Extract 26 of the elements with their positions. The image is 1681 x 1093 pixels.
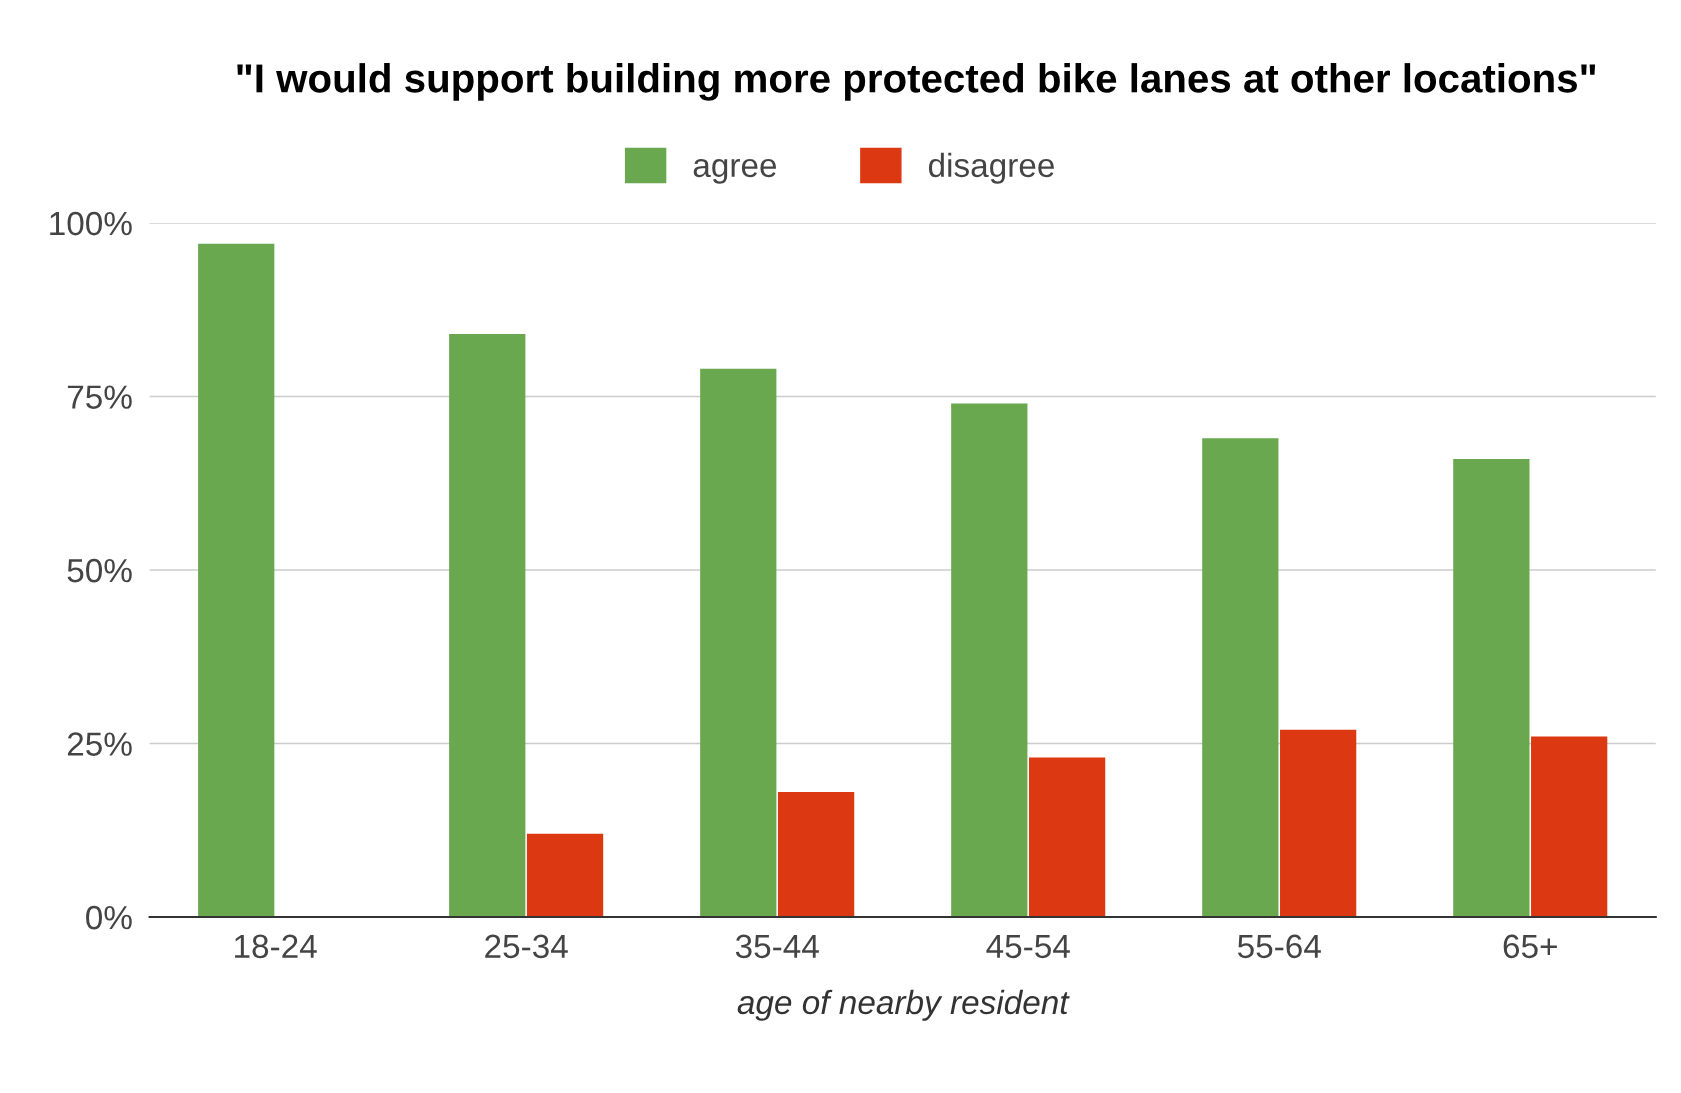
bar [1453,458,1530,918]
legend-label: disagree [928,152,1054,184]
x-axis-title: age of nearby resident [737,989,1070,1021]
x-tick-label: 35-44 [735,934,819,959]
x-tick-label: 18-24 [235,934,317,959]
x-tick-label: 45-54 [986,934,1070,959]
bar [1202,438,1279,918]
bar [198,243,275,918]
legend-label: agree [693,158,777,184]
y-tick-label: 50% [67,558,132,583]
bar [1028,757,1106,918]
y-tick-label: 25% [67,732,132,756]
bar [449,334,526,918]
bar [1531,736,1608,918]
x-tick-label: 25-34 [485,934,568,959]
chart-title: "I would support building more protected bike lanes at other locations" [237,63,1596,101]
bar [951,403,1028,918]
bar [1280,729,1357,918]
bar [777,792,855,918]
bar [700,368,777,918]
y-tick-label: 100% [50,211,132,236]
y-tick-label: 75% [67,385,132,409]
x-tick-label: 65+ [1503,934,1557,959]
bar [526,833,604,918]
x-tick-label: 55-64 [1237,934,1321,959]
y-tick-label: 0% [86,905,132,930]
